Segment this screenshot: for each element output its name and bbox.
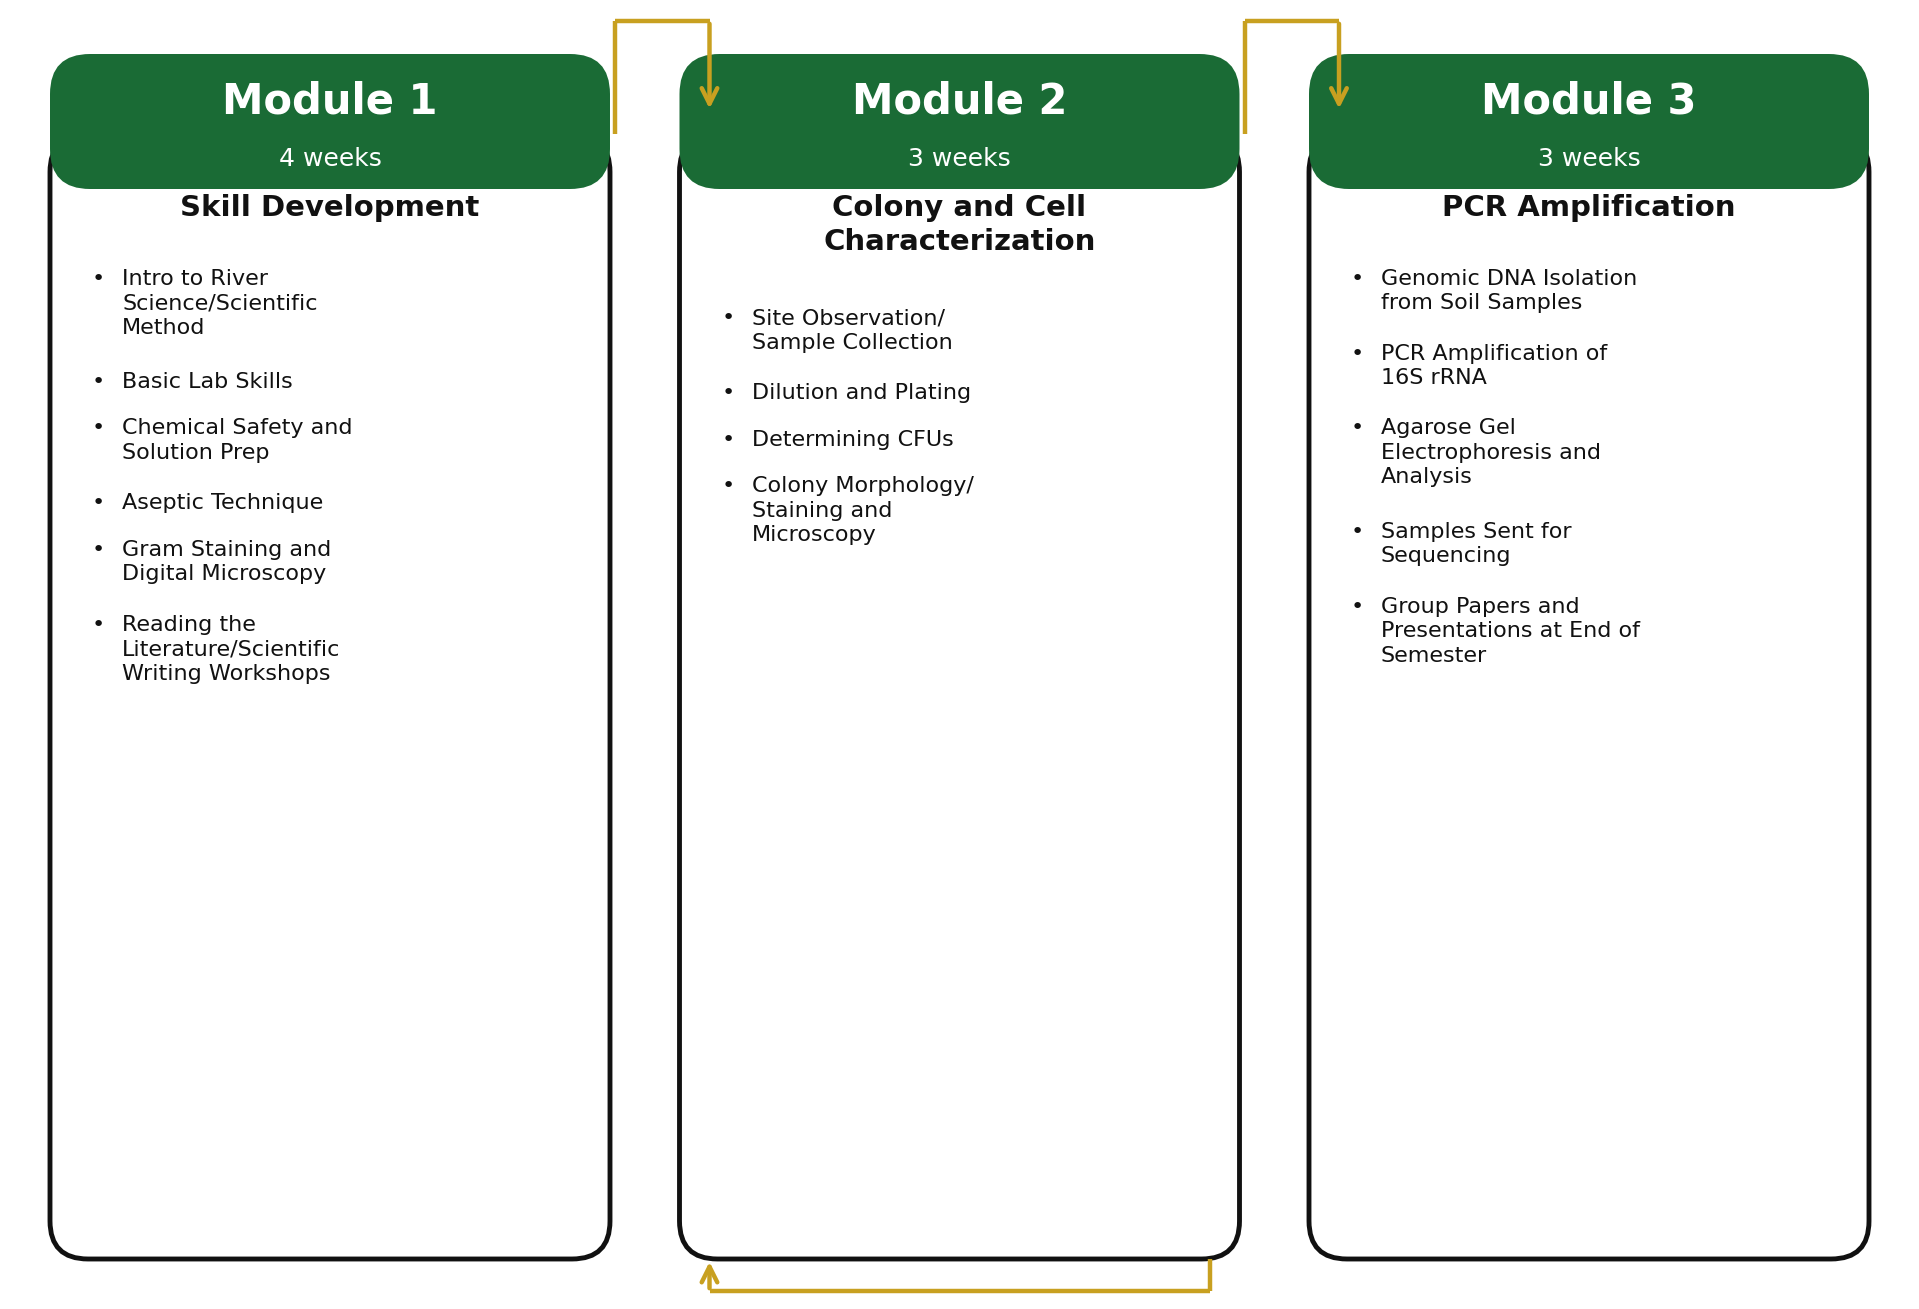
Text: •: •: [92, 539, 106, 560]
Text: Agarose Gel
Electrophoresis and
Analysis: Agarose Gel Electrophoresis and Analysis: [1382, 419, 1600, 487]
FancyBboxPatch shape: [1309, 134, 1869, 1259]
Text: Dilution and Plating: Dilution and Plating: [752, 384, 971, 403]
FancyBboxPatch shape: [679, 54, 1240, 188]
Text: Site Observation/
Sample Collection: Site Observation/ Sample Collection: [752, 309, 952, 353]
Text: Module 1: Module 1: [223, 80, 438, 122]
FancyBboxPatch shape: [679, 134, 1240, 1259]
Text: Module 2: Module 2: [852, 80, 1067, 122]
Text: Samples Sent for
Sequencing: Samples Sent for Sequencing: [1382, 522, 1572, 567]
Text: •: •: [92, 372, 106, 391]
Text: •: •: [92, 493, 106, 513]
Text: Gram Staining and
Digital Microscopy: Gram Staining and Digital Microscopy: [123, 539, 332, 584]
Text: Colony Morphology/
Staining and
Microscopy: Colony Morphology/ Staining and Microsco…: [752, 476, 973, 545]
Text: •: •: [722, 309, 735, 329]
Text: •: •: [1351, 597, 1364, 617]
Text: 4 weeks: 4 weeks: [278, 148, 382, 171]
Text: Module 3: Module 3: [1481, 80, 1696, 122]
Text: •: •: [1351, 268, 1364, 288]
Text: •: •: [1351, 522, 1364, 542]
Text: •: •: [722, 429, 735, 450]
Text: Sampling,
Colony and Cell
Characterization: Sampling, Colony and Cell Characterizati…: [823, 158, 1096, 257]
Text: Intro to River
Science/Scientific
Method: Intro to River Science/Scientific Method: [123, 268, 317, 338]
Text: •: •: [92, 419, 106, 439]
FancyBboxPatch shape: [50, 54, 610, 188]
Text: •: •: [722, 384, 735, 403]
Text: Aseptic Technique: Aseptic Technique: [123, 493, 322, 513]
FancyBboxPatch shape: [50, 134, 610, 1259]
Text: DNA Isolation and
PCR Amplification: DNA Isolation and PCR Amplification: [1441, 158, 1737, 221]
Text: •: •: [722, 476, 735, 496]
Text: Genomic DNA Isolation
from Soil Samples: Genomic DNA Isolation from Soil Samples: [1382, 268, 1637, 313]
FancyBboxPatch shape: [1309, 54, 1869, 188]
Text: PCR Amplification of
16S rRNA: PCR Amplification of 16S rRNA: [1382, 343, 1608, 387]
Text: Chemical Safety and
Solution Prep: Chemical Safety and Solution Prep: [123, 419, 353, 463]
Text: •: •: [1351, 419, 1364, 439]
Text: •: •: [92, 615, 106, 635]
Text: Reading the
Literature/Scientific
Writing Workshops: Reading the Literature/Scientific Writin…: [123, 615, 340, 683]
Text: Group Papers and
Presentations at End of
Semester: Group Papers and Presentations at End of…: [1382, 597, 1641, 665]
Text: •: •: [92, 268, 106, 288]
Text: Basic Lab Skills: Basic Lab Skills: [123, 372, 294, 391]
Text: Background and
Skill Development: Background and Skill Development: [180, 158, 480, 221]
Text: 3 weeks: 3 weeks: [908, 148, 1011, 171]
Text: 3 weeks: 3 weeks: [1537, 148, 1641, 171]
Text: Determining CFUs: Determining CFUs: [752, 429, 954, 450]
Text: •: •: [1351, 343, 1364, 364]
